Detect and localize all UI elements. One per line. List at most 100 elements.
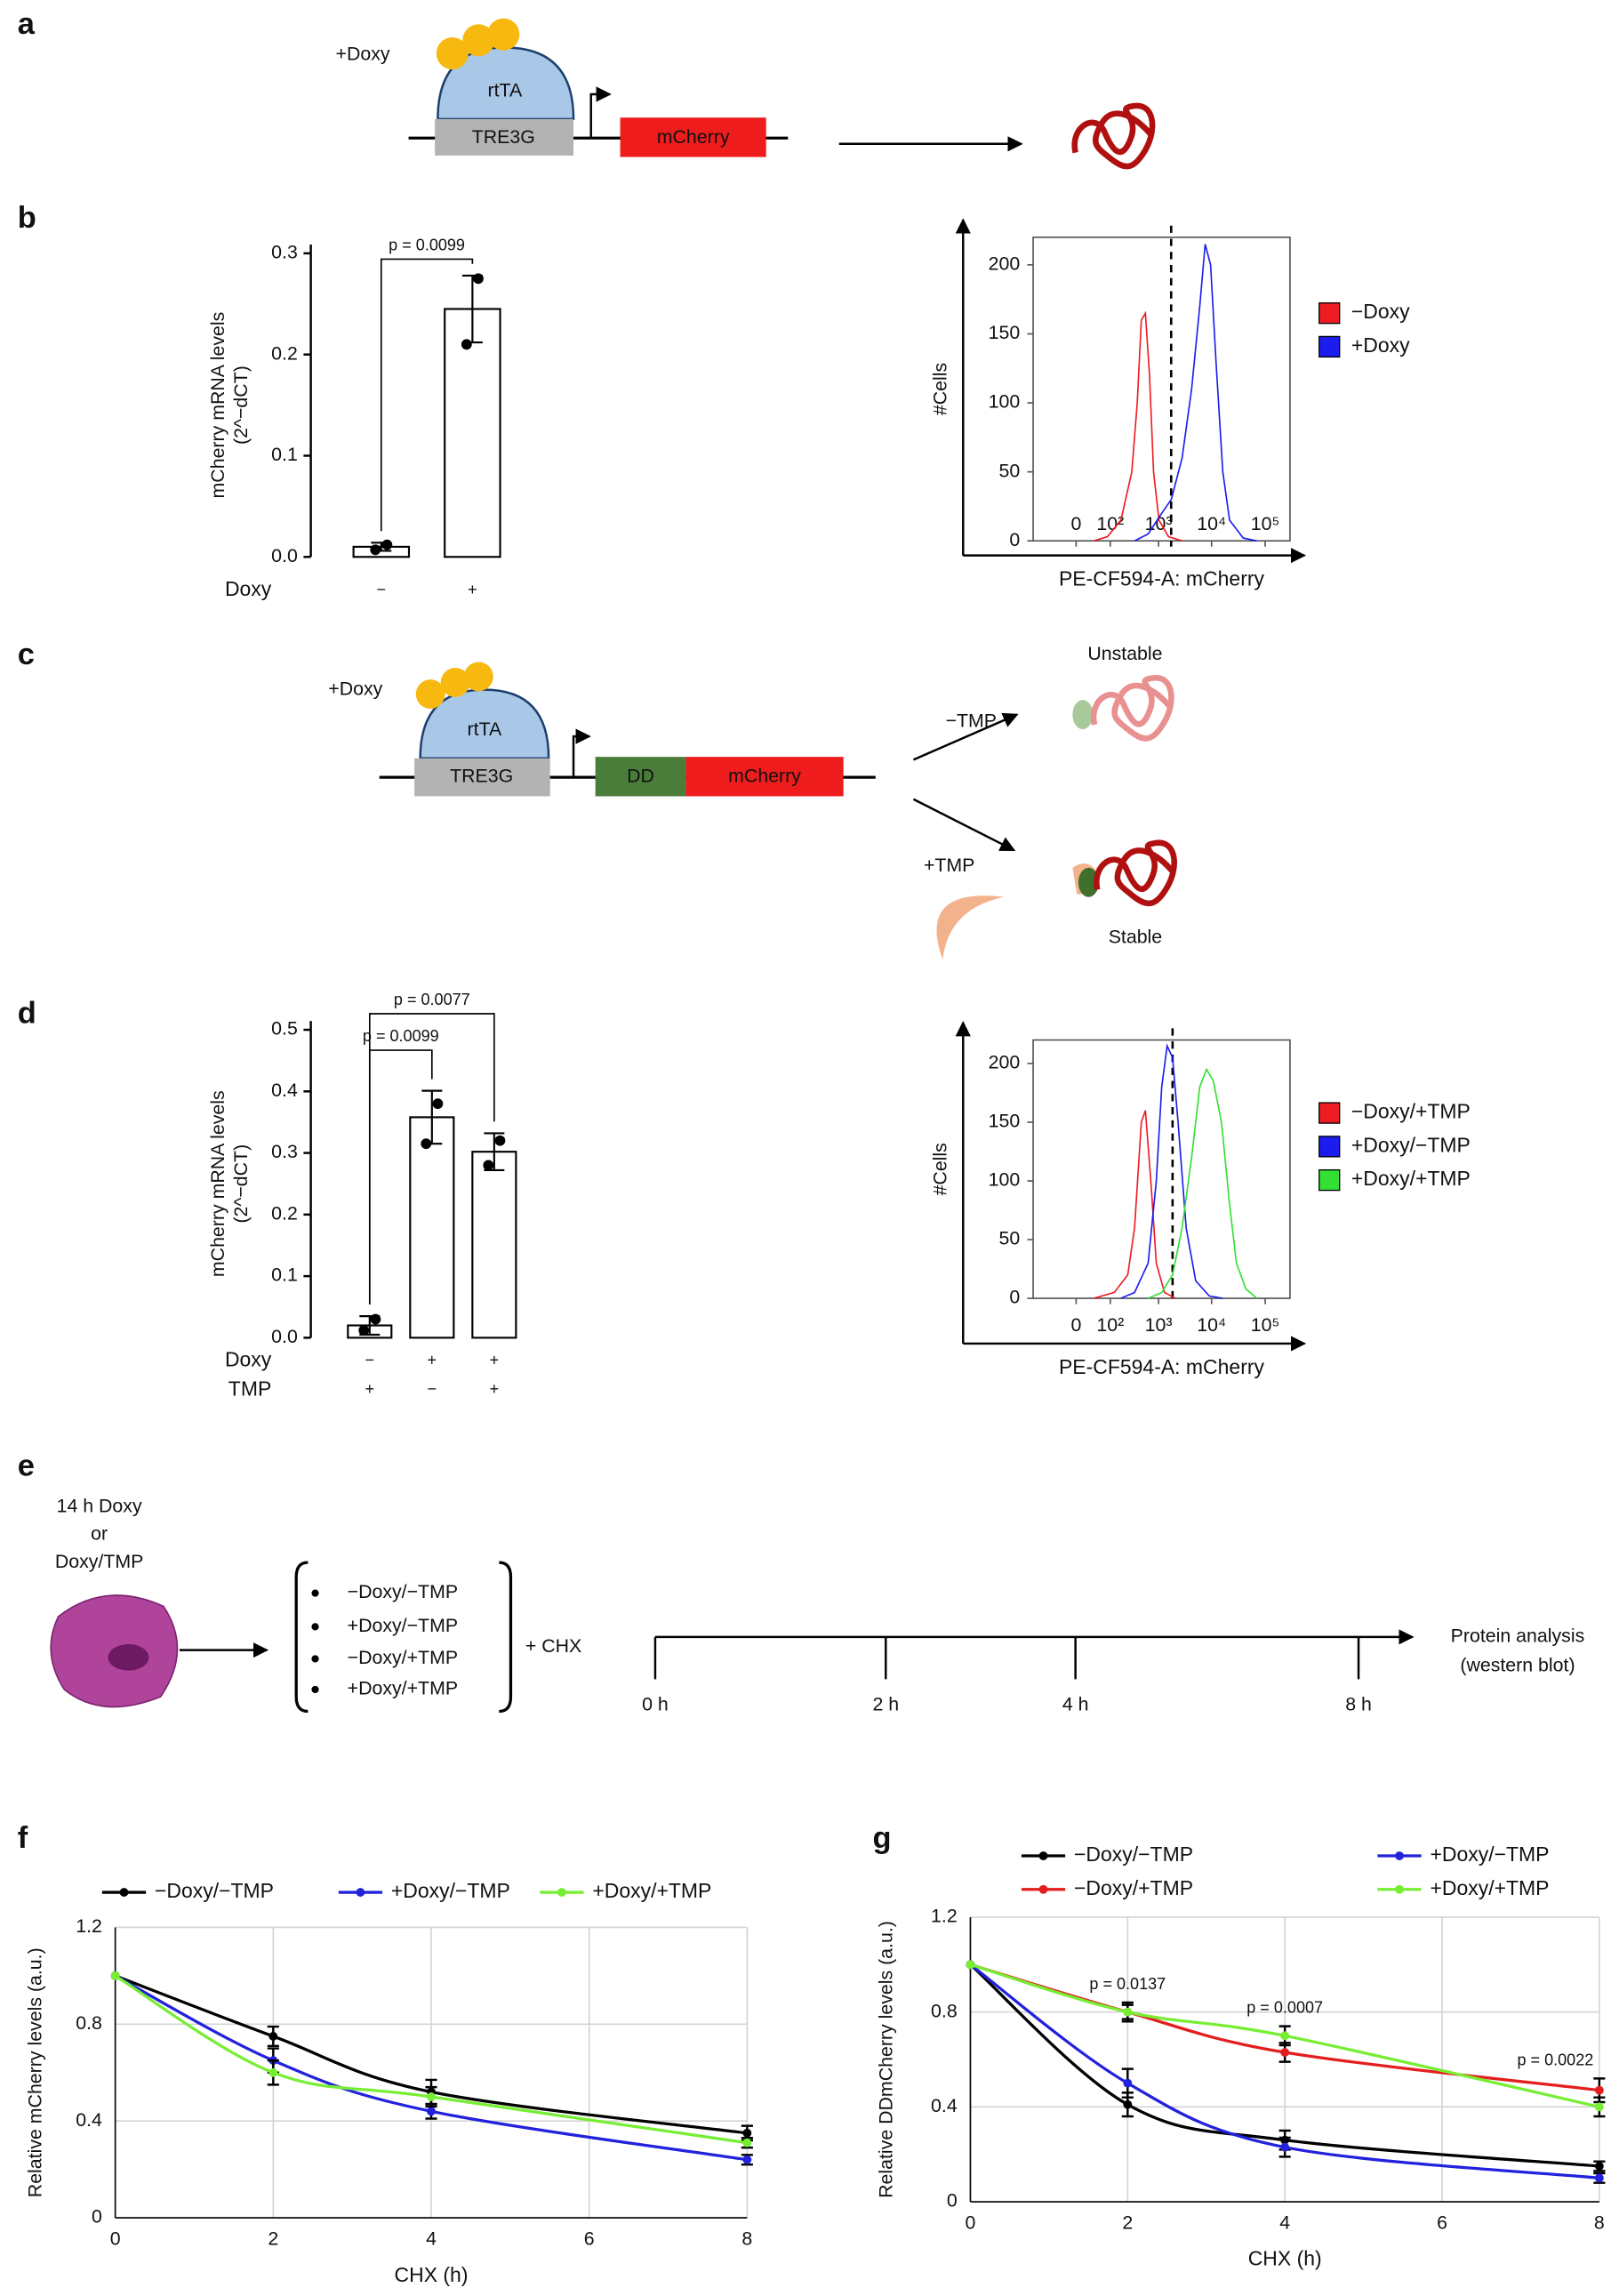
- data-point: [742, 2138, 752, 2147]
- x-axis-label: CHX (h): [1248, 2247, 1322, 2270]
- y-tick-label: 0: [92, 2206, 102, 2228]
- doxy-molecule: [415, 679, 445, 709]
- condition-sign: +: [468, 581, 477, 598]
- data-point: [1123, 2007, 1133, 2017]
- treatment: 14 h Doxy: [57, 1495, 142, 1516]
- construct-c: +Doxy rtTA TRE3G DD mCherry −TMP +TMP Un…: [328, 643, 1177, 960]
- protein: [1094, 839, 1177, 907]
- y-axis-label: Relative DDmCherry levels (a.u.): [876, 1921, 897, 2198]
- legend-marker: [1038, 1884, 1048, 1894]
- data-point: [432, 1098, 444, 1110]
- promoter: TRE3G: [472, 126, 535, 148]
- series-line: [969, 1963, 1600, 2180]
- condition-sign: +: [365, 1380, 375, 1398]
- data-point: [1280, 2142, 1290, 2152]
- legend-marker: [1395, 1884, 1404, 1894]
- y-tick-label: 150: [989, 1111, 1021, 1132]
- x-tick-label: 8: [741, 2228, 752, 2249]
- y-axis-label: (2^−dCT): [230, 365, 252, 445]
- y-tick-label: 0: [947, 2190, 958, 2212]
- legend-label: +Doxy/−TMP: [1430, 1842, 1549, 1866]
- degron: DD: [627, 766, 654, 787]
- p-value: p = 0.0007: [1246, 1999, 1323, 2017]
- legend-label: +Doxy/+TMP: [592, 1879, 711, 1902]
- condition-sign: +: [490, 1380, 500, 1398]
- y-tick-label: 0.4: [271, 1080, 298, 1101]
- legend-marker: [557, 1888, 566, 1897]
- data-point: [1594, 2102, 1604, 2112]
- y-axis-label: #Cells: [929, 1143, 950, 1195]
- doxy-molecule: [436, 36, 469, 70]
- y-tick-label: 0: [1009, 1287, 1020, 1308]
- data-point: [370, 544, 381, 556]
- y-tick-label: 0.0: [271, 545, 298, 566]
- x-tick-label: 6: [1437, 2212, 1447, 2233]
- data-point: [421, 1138, 432, 1150]
- series-line: [115, 1974, 748, 2135]
- data-point: [473, 273, 484, 285]
- time-ticks: [653, 1636, 1360, 1680]
- comparison-bracket: [380, 258, 474, 532]
- legend-swatch: [1318, 1168, 1341, 1192]
- legend-marker: [119, 1888, 129, 1897]
- legend-label: −Doxy: [1351, 300, 1410, 323]
- x-tick-label: 2: [268, 2228, 278, 2249]
- y-tick-label: 50: [999, 1228, 1021, 1249]
- data-point: [461, 339, 472, 350]
- y-tick-label: 0.1: [271, 444, 298, 465]
- p-value: p = 0.0099: [389, 236, 465, 253]
- data-point: [966, 1960, 975, 1970]
- p-value: p = 0.0022: [1517, 2051, 1593, 2068]
- unstable: Unstable: [1087, 643, 1162, 664]
- panel-label: a: [18, 7, 36, 41]
- y-tick-label: 100: [989, 1169, 1021, 1191]
- degron-box: [595, 757, 686, 797]
- x-tick-label: 10²: [1096, 513, 1124, 534]
- y-tick-label: 50: [999, 460, 1021, 481]
- data-point: [1280, 2031, 1290, 2041]
- legend-label: +Doxy/−TMP: [1351, 1133, 1471, 1156]
- condition-row-name: Doxy: [225, 577, 272, 600]
- p-value: p = 0.0137: [1089, 1975, 1166, 1993]
- tss-arrow: [589, 86, 612, 139]
- treatment: Doxy/TMP: [55, 1551, 144, 1572]
- legend-marker: [1038, 1851, 1048, 1860]
- x-tick-label: 0: [966, 2212, 976, 2233]
- legend-marker: [356, 1888, 365, 1897]
- data-point: [1594, 2173, 1604, 2183]
- y-tick-label: 200: [989, 253, 1021, 275]
- protein: [1090, 675, 1174, 742]
- timepoint: 8 h: [1345, 1694, 1372, 1715]
- data-point: [381, 539, 393, 550]
- data-point: [268, 2032, 278, 2041]
- gene: mCherry: [728, 766, 801, 787]
- doxy-molecule: [440, 668, 470, 697]
- x-tick-label: 10⁴: [1197, 513, 1226, 534]
- condition-row-name: Doxy: [225, 1348, 272, 1371]
- y-tick-label: 200: [989, 1052, 1021, 1073]
- p-value: p = 0.0099: [363, 1027, 439, 1045]
- data-point: [1280, 2048, 1290, 2057]
- series-line: [1134, 244, 1257, 542]
- data-point: [358, 1325, 370, 1336]
- x-tick-label: 10⁵: [1251, 1314, 1280, 1336]
- data-point: [483, 1160, 494, 1171]
- y-tick-label: 1.2: [931, 1906, 958, 1927]
- without-ligand: −TMP: [946, 710, 997, 731]
- data-point: [1123, 2078, 1133, 2088]
- legend-label: +Doxy/−TMP: [391, 1879, 510, 1902]
- condition-sign: −: [377, 581, 387, 598]
- y-tick-label: 0.8: [76, 2012, 102, 2034]
- tss-arrow: [572, 728, 591, 778]
- protein: [1071, 102, 1156, 170]
- x-tick-label: 10²: [1096, 1314, 1124, 1336]
- drug: + CHX: [525, 1635, 581, 1657]
- y-tick-label: 0.5: [271, 1018, 298, 1040]
- panel-label: f: [18, 1821, 28, 1855]
- doxy-molecule: [463, 662, 493, 692]
- doxy-molecule: [462, 24, 495, 57]
- data-point: [110, 1971, 120, 1980]
- legend-label: −Doxy/−TMP: [155, 1879, 274, 1902]
- y-tick-label: 0.2: [271, 342, 298, 364]
- schedule-e: 14 h Doxy or Doxy/TMP −Doxy/−TMP +Doxy/−…: [50, 1495, 1584, 1715]
